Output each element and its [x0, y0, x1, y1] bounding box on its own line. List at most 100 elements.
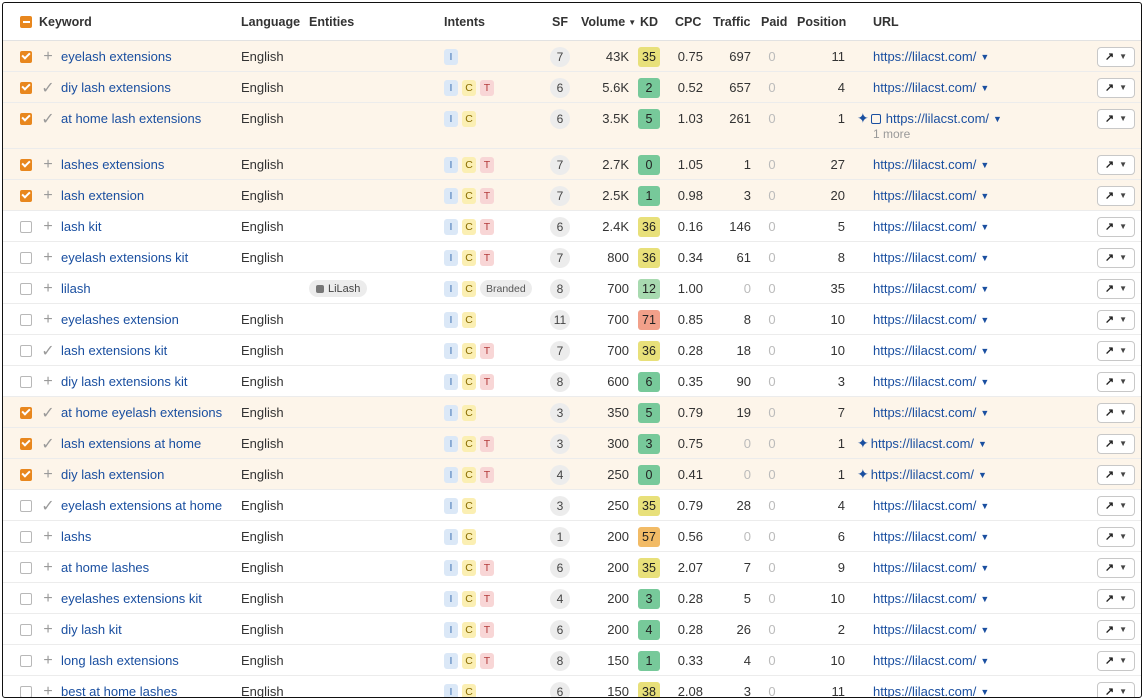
url-link[interactable]: https://lilacst.com/	[873, 219, 977, 234]
chevron-down-icon[interactable]: ▼	[980, 407, 990, 418]
table-row[interactable]: ✓ lash extensions at home English I C T 3 300 3 0…	[3, 428, 1141, 459]
chevron-down-icon[interactable]: ▼	[993, 113, 1002, 124]
sf-cell[interactable]: 3	[545, 428, 575, 459]
row-checkbox[interactable]	[17, 676, 35, 697]
chevron-down-icon[interactable]: ▼	[980, 221, 990, 232]
url-cell[interactable]: https://lilacst.com/▼	[857, 273, 1087, 304]
row-checkbox[interactable]	[17, 583, 35, 614]
chart-dropdown[interactable]: ↗ ▼	[1097, 185, 1135, 206]
header-cpc[interactable]: CPC	[675, 15, 702, 29]
add-to-list-button[interactable]: +	[39, 459, 57, 490]
chevron-down-icon[interactable]: ▼	[980, 500, 990, 511]
table-row[interactable]: + lash extension English I C T 7 2.5K 1 0.98 3 0 20 h…	[3, 180, 1141, 211]
trend-chart-button[interactable]: ↗ ▼	[1095, 180, 1137, 211]
url-cell[interactable]: https://lilacst.com/▼	[857, 304, 1087, 335]
row-checkbox[interactable]	[17, 72, 35, 103]
header-keyword[interactable]: Keyword	[39, 15, 92, 29]
trend-chart-button[interactable]: ↗ ▼	[1095, 490, 1137, 521]
keyword-link[interactable]: eyelash extensions	[61, 49, 172, 64]
chart-dropdown[interactable]: ↗ ▼	[1097, 557, 1135, 578]
url-cell[interactable]: https://lilacst.com/▼	[857, 211, 1087, 242]
table-row[interactable]: + long lash extensions English I C T 8 150 1 0.33…	[3, 645, 1141, 676]
add-to-list-button[interactable]: ✓	[39, 72, 57, 103]
keyword-link[interactable]: lash extensions at home	[61, 436, 202, 451]
table-row[interactable]: ✓ eyelash extensions at home English I C 3 250…	[3, 490, 1141, 521]
trend-chart-button[interactable]: ↗ ▼	[1095, 149, 1137, 180]
chart-dropdown[interactable]: ↗ ▼	[1097, 309, 1135, 330]
chart-dropdown[interactable]: ↗ ▼	[1097, 650, 1135, 671]
url-link[interactable]: https://lilacst.com/	[873, 157, 977, 172]
add-to-list-button[interactable]: +	[39, 304, 57, 335]
chart-dropdown[interactable]: ↗ ▼	[1097, 46, 1135, 67]
sf-cell[interactable]: 7	[545, 242, 575, 273]
chart-dropdown[interactable]: ↗ ▼	[1097, 681, 1135, 697]
chevron-down-icon[interactable]: ▼	[980, 562, 990, 573]
chart-dropdown[interactable]: ↗ ▼	[1097, 433, 1135, 454]
trend-chart-button[interactable]: ↗ ▼	[1095, 366, 1137, 397]
trend-chart-button[interactable]: ↗ ▼	[1095, 645, 1137, 676]
add-to-list-button[interactable]: ✓	[39, 490, 57, 521]
url-link[interactable]: https://lilacst.com/	[873, 250, 977, 265]
header-position[interactable]: Position	[797, 15, 847, 29]
keyword-link[interactable]: at home lash extensions	[61, 111, 202, 126]
url-link[interactable]: https://lilacst.com/	[873, 684, 977, 698]
chevron-down-icon[interactable]: ▼	[980, 190, 990, 201]
add-to-list-button[interactable]: ✓	[39, 428, 57, 459]
trend-chart-button[interactable]: ↗ ▼	[1095, 583, 1137, 614]
header-volume[interactable]: Volume ▼	[581, 3, 641, 41]
add-to-list-button[interactable]: +	[39, 211, 57, 242]
sf-cell[interactable]: 11	[545, 304, 575, 335]
add-to-list-button[interactable]: +	[39, 552, 57, 583]
sf-cell[interactable]: 3	[545, 490, 575, 521]
keyword-link[interactable]: eyelashes extension	[61, 312, 179, 327]
keyword-link[interactable]: lash extensions kit	[61, 343, 168, 358]
entity-chip[interactable]: LiLash	[309, 280, 368, 297]
row-checkbox[interactable]	[17, 180, 35, 211]
table-row[interactable]: ✓ at home eyelash extensions English I C 3 350…	[3, 397, 1141, 428]
chevron-down-icon[interactable]: ▼	[980, 159, 990, 170]
url-link[interactable]: https://lilacst.com/	[873, 188, 977, 203]
table-row[interactable]: + at home lashes English I C T 6 200 35 2.07 7 0 9 ht…	[3, 552, 1141, 583]
url-link[interactable]: https://lilacst.com/	[873, 560, 977, 575]
chart-dropdown[interactable]: ↗ ▼	[1097, 247, 1135, 268]
header-language[interactable]: Language	[241, 15, 301, 29]
trend-chart-button[interactable]: ↗ ▼	[1095, 676, 1137, 697]
keyword-link[interactable]: lashs	[61, 529, 92, 544]
url-cell[interactable]: https://lilacst.com/▼	[857, 242, 1087, 273]
row-checkbox[interactable]	[17, 428, 35, 459]
table-row[interactable]: + lash kit English I C T 6 2.4K 36 0.16 146 0 5 https…	[3, 211, 1141, 242]
header-intents[interactable]: Intents	[444, 15, 485, 29]
row-checkbox[interactable]	[17, 335, 35, 366]
row-checkbox[interactable]	[17, 211, 35, 242]
sf-cell[interactable]: 6	[545, 614, 575, 645]
url-link[interactable]: https://lilacst.com/	[873, 653, 977, 668]
chevron-down-icon[interactable]: ▼	[980, 51, 990, 62]
sf-cell[interactable]: 6	[545, 211, 575, 242]
chart-dropdown[interactable]: ↗ ▼	[1097, 154, 1135, 175]
header-traffic[interactable]: Traffic	[713, 15, 751, 29]
url-link[interactable]: https://lilacst.com/	[873, 498, 977, 513]
trend-chart-button[interactable]: ↗ ▼	[1095, 614, 1137, 645]
row-checkbox[interactable]	[17, 149, 35, 180]
add-to-list-button[interactable]: +	[39, 614, 57, 645]
url-cell[interactable]: https://lilacst.com/▼	[857, 72, 1087, 103]
url-link[interactable]: https://lilacst.com/	[873, 591, 977, 606]
table-row[interactable]: + diy lash kit English I C T 6 200 4 0.28 26 0 2 http…	[3, 614, 1141, 645]
add-to-list-button[interactable]: ✓	[39, 335, 57, 366]
chevron-down-icon[interactable]: ▼	[980, 82, 990, 93]
trend-chart-button[interactable]: ↗ ▼	[1095, 428, 1137, 459]
table-row[interactable]: ✓ diy lash extensions English I C T 6 5.6K 2 0.52…	[3, 72, 1141, 103]
keyword-link[interactable]: diy lash extensions kit	[61, 374, 188, 389]
url-link[interactable]: https://lilacst.com/	[873, 343, 977, 358]
add-to-list-button[interactable]: +	[39, 366, 57, 397]
row-checkbox[interactable]	[17, 304, 35, 335]
trend-chart-button[interactable]: ↗ ▼	[1095, 103, 1137, 134]
sf-cell[interactable]: 7	[545, 180, 575, 211]
trend-chart-button[interactable]: ↗ ▼	[1095, 397, 1137, 428]
url-link[interactable]: https://lilacst.com/	[873, 374, 977, 389]
table-row[interactable]: + eyelash extensions English I 7 43K 35 0.75 697…	[3, 41, 1141, 72]
keyword-link[interactable]: lilash	[61, 281, 91, 296]
trend-chart-button[interactable]: ↗ ▼	[1095, 211, 1137, 242]
chevron-down-icon[interactable]: ▼	[980, 314, 990, 325]
url-cell[interactable]: https://lilacst.com/▼	[857, 676, 1087, 698]
